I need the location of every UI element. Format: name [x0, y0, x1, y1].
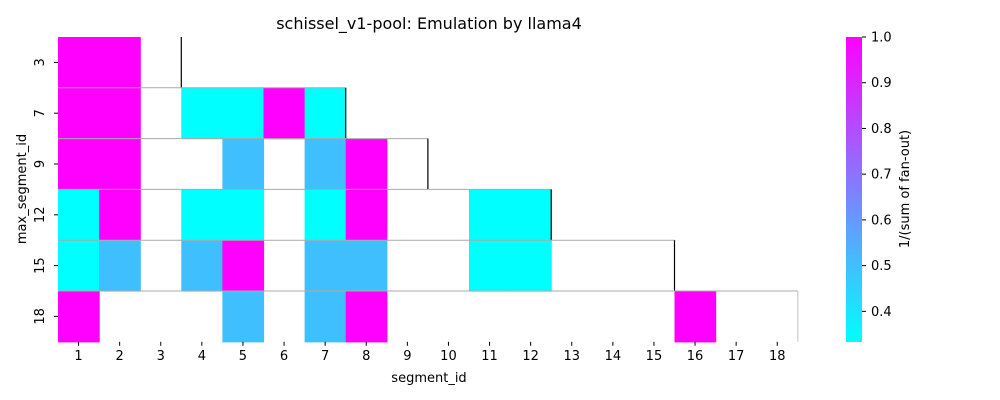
heatmap-cell [99, 240, 141, 292]
x-tick-label: 12 [522, 349, 539, 364]
heatmap-cell [58, 138, 100, 190]
x-tick-label: 2 [116, 349, 124, 364]
heatmap-cell [345, 138, 388, 190]
heatmap-cell [304, 291, 347, 343]
y-tick-label: 7 [33, 109, 48, 117]
heatmap-cell [58, 87, 100, 140]
x-tick-label: 16 [687, 349, 704, 364]
colorbar-label: 1/(sum of fan-out) [898, 130, 913, 248]
heatmap-cell [58, 291, 100, 343]
colorbar-tick-label: 0.8 [871, 122, 892, 137]
y-axis: 3 7 9 12 15 18 [33, 58, 58, 325]
heatmap-cell [345, 189, 388, 241]
y-tick-label: 15 [33, 257, 48, 274]
x-tick-label: 10 [440, 349, 457, 364]
x-tick-label: 6 [280, 349, 288, 364]
colorbar [846, 37, 862, 342]
y-tick-label: 9 [33, 160, 48, 168]
y-tick-label: 3 [33, 58, 48, 66]
x-tick-label: 9 [403, 349, 411, 364]
heatmap-cell [510, 189, 552, 241]
colorbar-tick-label: 0.5 [871, 259, 892, 274]
heatmap-cell [304, 189, 347, 241]
heatmap-cell [510, 240, 552, 292]
heatmap-cell [263, 87, 306, 140]
x-tick-label: 13 [563, 349, 580, 364]
heatmap-cell [99, 138, 141, 190]
heatmap-cell [58, 189, 100, 241]
heatmap-cell [304, 240, 347, 292]
colorbar-tick-label: 0.7 [871, 168, 892, 183]
heatmap-cell [674, 291, 717, 343]
x-tick-label: 18 [769, 349, 786, 364]
heatmap-cell [99, 189, 141, 241]
x-tick-label: 5 [239, 349, 247, 364]
x-axis: 1 2 3 4 5 6 7 8 9 10 11 12 13 14 15 16 17 18 [74, 341, 786, 364]
x-tick-label: 17 [728, 349, 745, 364]
row-guides [58, 37, 799, 342]
x-tick-label: 15 [646, 349, 663, 364]
heatmap-cell [222, 87, 265, 140]
heatmap-cell [222, 291, 265, 343]
heatmap-cell [181, 240, 223, 292]
y-tick-label: 18 [33, 308, 48, 325]
x-tick-label: 1 [74, 349, 82, 364]
y-tick-label: 12 [33, 207, 48, 224]
heatmap-cell [58, 37, 100, 89]
x-axis-label: segment_id [391, 371, 466, 386]
heatmap-cell [99, 87, 141, 140]
x-tick-label: 7 [321, 349, 329, 364]
x-tick-label: 14 [605, 349, 622, 364]
heatmap-cell [58, 240, 100, 292]
colorbar-tick-label: 1.0 [871, 31, 892, 46]
heatmap-cell [304, 87, 347, 140]
heatmap-cell [222, 138, 265, 190]
heatmap-cell [181, 189, 223, 241]
heatmap-cell [99, 37, 141, 89]
heatmap-cell [345, 291, 388, 343]
chart-title: schissel_v1-pool: Emulation by llama4 [276, 14, 582, 34]
x-tick-label: 11 [481, 349, 498, 364]
colorbar-tick-label: 0.9 [871, 76, 892, 91]
heatmap-cell [345, 240, 388, 292]
heatmap-cell [469, 189, 511, 241]
x-tick-label: 3 [157, 349, 165, 364]
heatmap-cell [304, 138, 347, 190]
x-tick-label: 4 [198, 349, 206, 364]
colorbar-ticks: 0.4 0.5 0.6 0.7 0.8 0.9 1.0 [862, 31, 892, 320]
x-tick-label: 8 [362, 349, 370, 364]
colorbar-tick-label: 0.6 [871, 213, 892, 228]
heatmap-cell [222, 240, 265, 292]
heatmap-cell [469, 240, 511, 292]
heatmap-cell [181, 87, 223, 140]
heatmap-cells [58, 37, 717, 343]
y-axis-label: max_segment_id [15, 134, 30, 244]
heatmap-cell [222, 189, 265, 241]
colorbar-tick-label: 0.4 [871, 305, 892, 320]
